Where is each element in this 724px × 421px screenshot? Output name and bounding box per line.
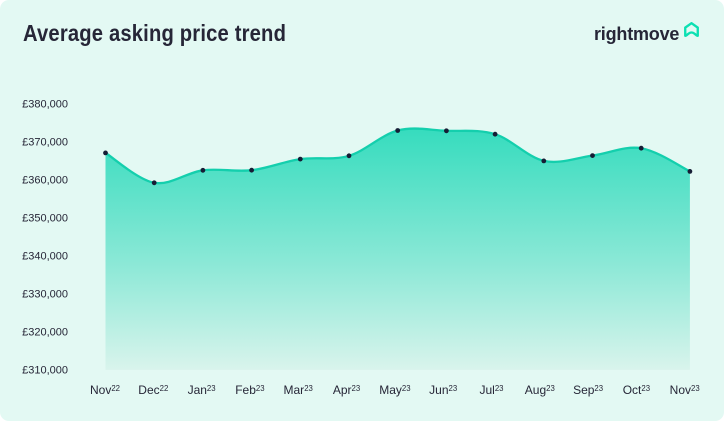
svg-text:Apr23: Apr23 [333, 383, 360, 397]
svg-text:Jan23: Jan23 [188, 383, 216, 397]
svg-text:£350,000: £350,000 [22, 213, 68, 225]
svg-text:£340,000: £340,000 [22, 251, 68, 263]
svg-text:Sep23: Sep23 [573, 383, 603, 397]
svg-text:Jun23: Jun23 [429, 383, 457, 397]
svg-text:Mar23: Mar23 [284, 383, 313, 397]
svg-text:May23: May23 [379, 383, 410, 397]
svg-text:Feb23: Feb23 [235, 383, 264, 397]
svg-text:£360,000: £360,000 [22, 175, 68, 187]
svg-text:Dec22: Dec22 [138, 383, 168, 397]
svg-text:£370,000: £370,000 [22, 136, 68, 148]
svg-text:£330,000: £330,000 [22, 289, 68, 301]
svg-text:£380,000: £380,000 [22, 98, 68, 110]
svg-text:Nov22: Nov22 [90, 383, 120, 397]
svg-text:£310,000: £310,000 [22, 365, 68, 377]
svg-text:Jul23: Jul23 [479, 383, 503, 397]
svg-text:Nov23: Nov23 [670, 383, 700, 397]
svg-text:£320,000: £320,000 [22, 327, 68, 339]
svg-text:Aug23: Aug23 [525, 383, 555, 397]
svg-text:Oct23: Oct23 [623, 383, 650, 397]
